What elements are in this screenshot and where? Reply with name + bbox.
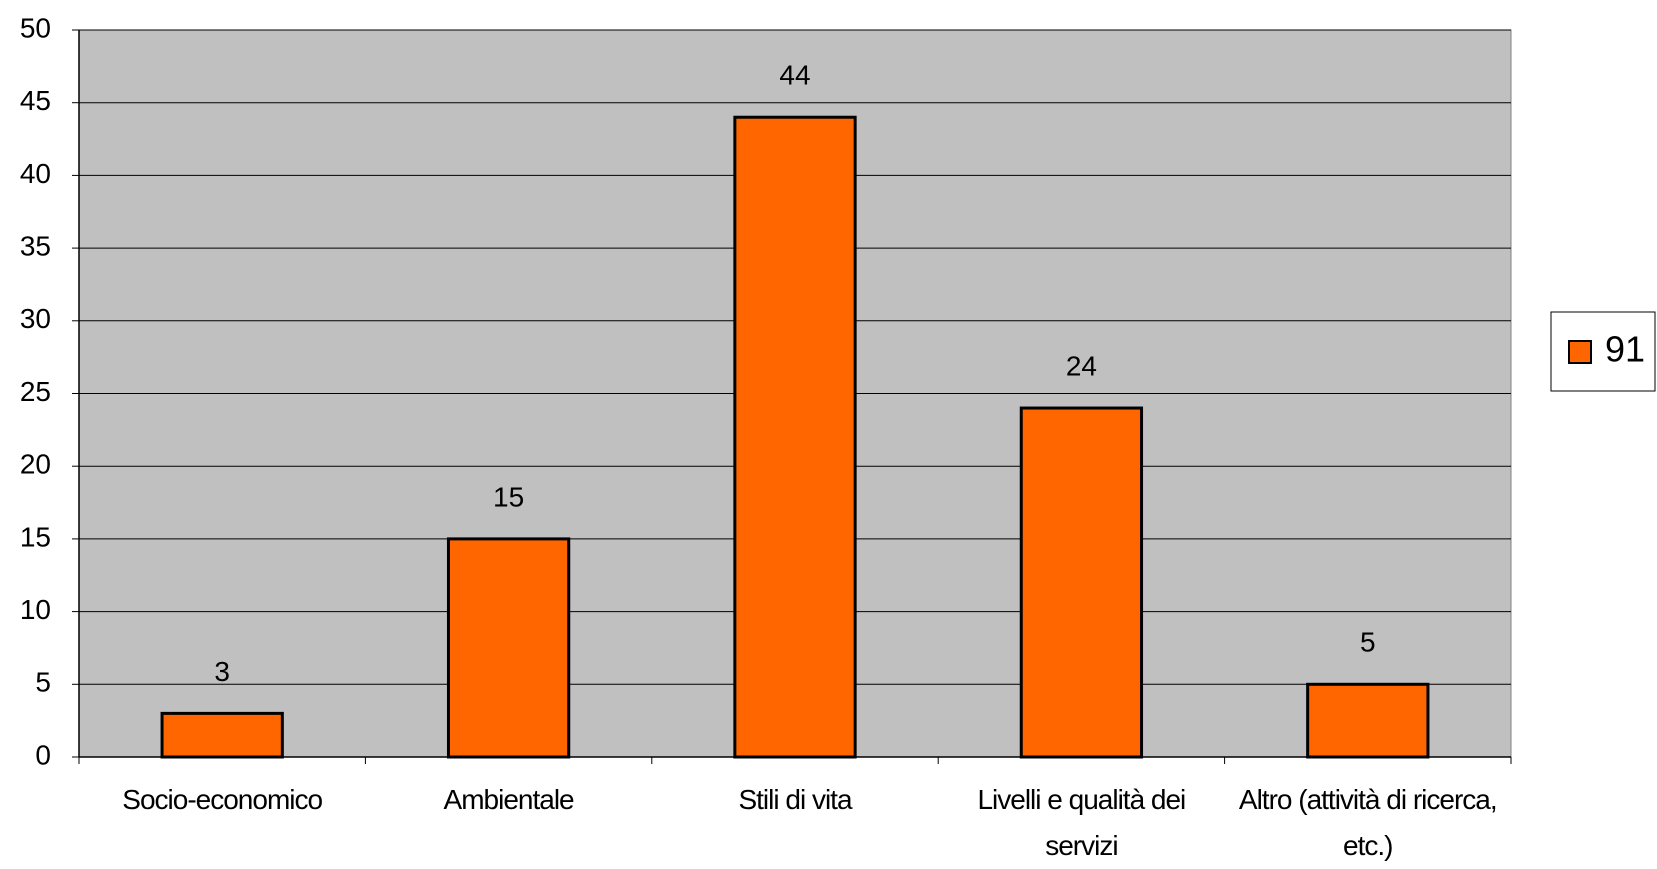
x-tick-label: Livelli e qualità dei servizi [977,784,1186,861]
x-tick-label: Socio-economico [122,784,323,815]
y-tick-label: 5 [35,667,51,698]
y-tick-label: 20 [20,449,51,480]
y-tick-label: 30 [20,303,51,334]
y-tick-label: 40 [20,158,51,189]
y-tick-label: 0 [35,739,51,770]
y-tick-label: 25 [20,376,51,407]
data-label: 44 [779,60,810,91]
x-tick-label: Altro (attività di ricerca, etc.) [1238,784,1498,861]
data-label: 3 [214,656,230,687]
y-tick-label: 45 [20,85,51,116]
x-tick-label: Ambientale [443,784,575,815]
legend-swatch [1568,340,1592,364]
data-label: 15 [493,481,524,512]
y-tick-label: 50 [20,12,51,43]
legend-label: 91 [1605,329,1645,370]
bar [1019,406,1144,759]
y-tick-label: 10 [20,594,51,625]
data-label: 5 [1360,627,1376,658]
bar [160,711,284,759]
bar [733,115,857,759]
y-tick-label: 35 [20,230,51,261]
bar [446,537,571,759]
y-tick-label: 15 [20,521,51,552]
data-label: 24 [1066,350,1097,381]
x-tick-label: Stili di vita [738,784,852,815]
bar [1306,682,1430,759]
